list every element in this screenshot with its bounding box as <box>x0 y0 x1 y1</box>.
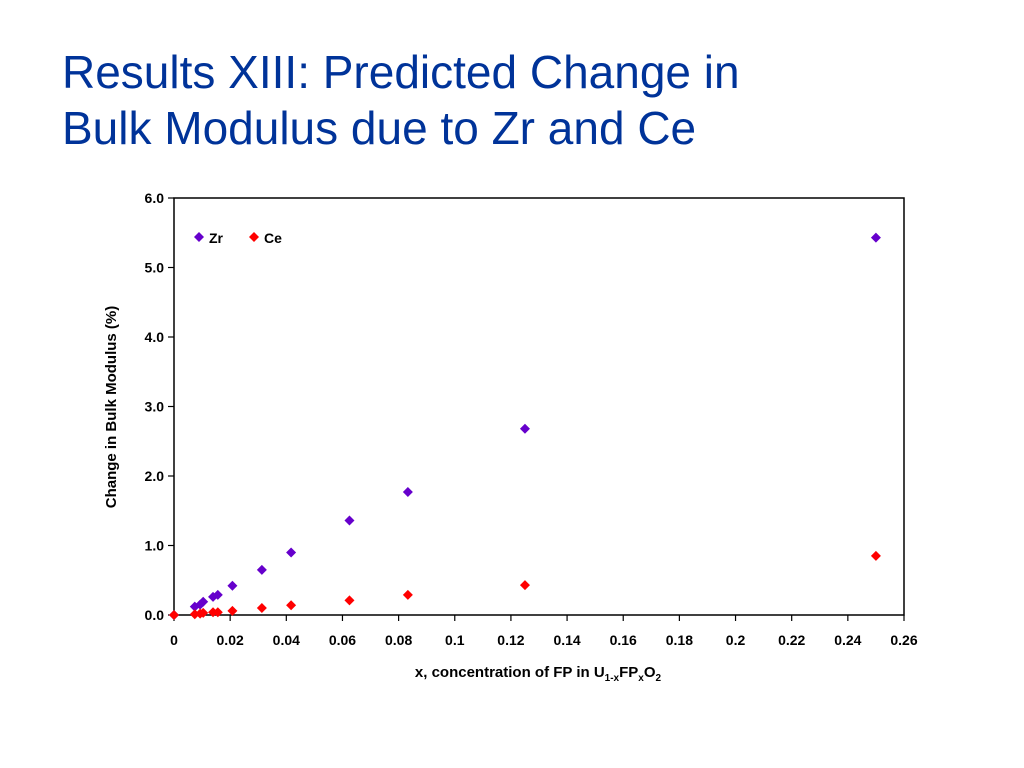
x-tick-label: 0 <box>170 632 178 648</box>
slide-title: Results XIII: Predicted Change in Bulk M… <box>62 44 962 156</box>
data-point-ce <box>344 595 355 606</box>
x-tick-label: 0.1 <box>445 632 465 648</box>
slide-title-line-1: Results XIII: Predicted Change in <box>62 46 740 98</box>
data-point-ce <box>519 580 530 591</box>
legend-marker-ce <box>249 232 259 242</box>
data-point-zr <box>286 547 297 558</box>
y-axis-ticks: 0.0 1.0 2.0 3.0 4.0 5.0 6.0 <box>145 190 174 623</box>
y-tick-label: 1.0 <box>145 538 165 554</box>
y-tick-label: 5.0 <box>145 260 165 276</box>
data-point-zr <box>344 515 355 526</box>
x-tick-label: 0.16 <box>610 632 637 648</box>
x-axis-label: x, concentration of FP in U1-xFPxO2 <box>415 664 662 684</box>
legend-marker-zr <box>194 232 204 242</box>
legend: Zr Ce <box>194 230 282 246</box>
data-point-zr <box>198 596 209 607</box>
x-tick-label: 0.14 <box>553 632 580 648</box>
y-tick-label: 6.0 <box>145 190 165 206</box>
x-tick-label: 0.22 <box>778 632 805 648</box>
x-tick-label: 0.04 <box>273 632 300 648</box>
x-tick-label: 0.06 <box>329 632 356 648</box>
x-tick-label: 0.02 <box>217 632 244 648</box>
data-point-ce <box>212 607 223 618</box>
data-point-ce <box>256 603 267 614</box>
legend-label-ce: Ce <box>264 230 282 246</box>
data-point-ce <box>169 610 179 620</box>
x-tick-label: 0.24 <box>834 632 861 648</box>
y-axis-label: Change in Bulk Modulus (%) <box>103 306 120 509</box>
data-point-zr <box>870 232 881 243</box>
data-point-ce <box>402 589 413 600</box>
y-tick-label: 2.0 <box>145 468 165 484</box>
data-point-ce <box>286 600 297 611</box>
plot-area <box>173 197 905 616</box>
x-tick-label: 0.12 <box>497 632 524 648</box>
x-tick-label: 0.08 <box>385 632 412 648</box>
data-point-ce <box>870 550 881 561</box>
data-point-ce <box>198 607 209 618</box>
data-point-zr <box>256 564 267 575</box>
x-tick-label: 0.2 <box>726 632 746 648</box>
data-point-zr <box>227 580 238 591</box>
y-tick-label: 0.0 <box>145 607 165 623</box>
data-points <box>169 232 881 620</box>
data-point-ce <box>227 605 238 616</box>
x-axis-ticks: 0 0.02 0.04 0.06 0.08 0.1 0.12 0.14 0.16 0.18 0.2 0… <box>170 615 918 648</box>
legend-label-zr: Zr <box>209 230 224 246</box>
x-tick-label: 0.26 <box>890 632 917 648</box>
data-point-zr <box>402 486 413 497</box>
x-tick-label: 0.18 <box>666 632 693 648</box>
slide-title-line-2: Bulk Modulus due to Zr and Ce <box>62 102 697 154</box>
y-tick-label: 3.0 <box>145 399 165 415</box>
data-point-zr <box>519 423 530 434</box>
data-point-zr <box>212 589 223 600</box>
y-tick-label: 4.0 <box>145 329 165 345</box>
